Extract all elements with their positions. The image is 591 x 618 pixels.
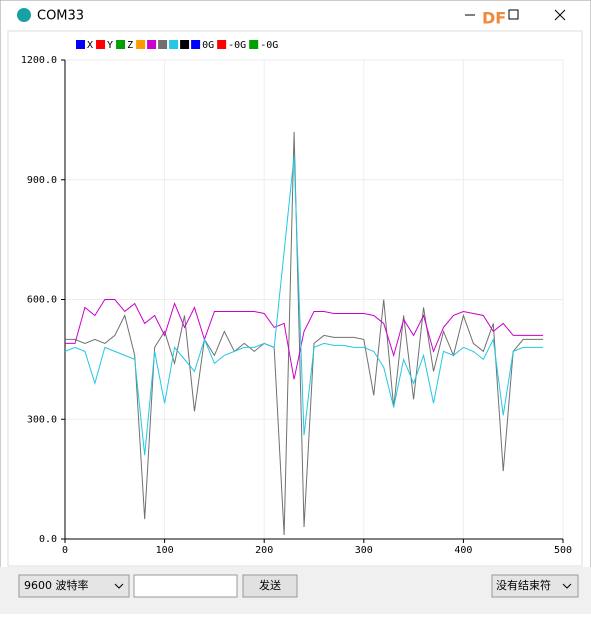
legend-label: -0G	[228, 40, 246, 51]
legend-label: 0G	[202, 40, 214, 51]
legend-swatch	[116, 40, 126, 49]
y-tick-label: 600.0	[27, 295, 57, 306]
x-tick-label: 500	[554, 545, 572, 556]
baud-select[interactable]	[18, 574, 130, 598]
legend-label: Y	[107, 40, 113, 51]
legend-swatch	[76, 40, 85, 49]
close[interactable]	[554, 9, 566, 21]
ending-select[interactable]	[491, 574, 579, 598]
legend-swatch	[96, 40, 106, 49]
chevron	[562, 583, 572, 589]
legend-label: Z	[127, 40, 133, 51]
legend-swatch	[191, 40, 201, 49]
ending-text: 没有结束符	[496, 578, 551, 592]
watermark: DF	[482, 9, 506, 28]
series-line	[64, 155, 544, 456]
legend-swatch	[147, 40, 157, 49]
send-text: 发送	[259, 578, 281, 592]
legend-label: X	[87, 40, 93, 51]
legend-label: -0G	[260, 40, 278, 51]
x-tick-label: 300	[355, 545, 373, 556]
send-button[interactable]	[242, 574, 298, 598]
plot-panel	[7, 30, 583, 567]
series-line	[65, 131, 544, 536]
series-line	[65, 299, 544, 380]
legend-swatch	[217, 40, 227, 49]
legend-swatch	[136, 40, 146, 49]
x-tick-label: 400	[454, 545, 472, 556]
baud-text: 9600 波特率	[24, 578, 89, 592]
y-tick-label: 900.0	[27, 175, 57, 186]
legend-swatch	[180, 40, 190, 49]
maximize[interactable]	[508, 9, 519, 20]
send-input[interactable]	[133, 574, 238, 598]
legend-swatch	[158, 40, 168, 49]
y-tick-label: 1200.0	[21, 55, 57, 66]
x-tick-label: 200	[255, 545, 273, 556]
app-icon	[17, 8, 31, 22]
chevron	[114, 583, 124, 589]
y-tick-label: 300.0	[27, 414, 57, 425]
y-tick-label: 0.0	[39, 534, 57, 545]
x-tick-label: 0	[62, 545, 68, 556]
x-tick-label: 100	[156, 545, 174, 556]
legend-swatch	[169, 40, 179, 49]
legend-swatch	[249, 40, 259, 49]
window-title: COM33	[37, 9, 84, 24]
